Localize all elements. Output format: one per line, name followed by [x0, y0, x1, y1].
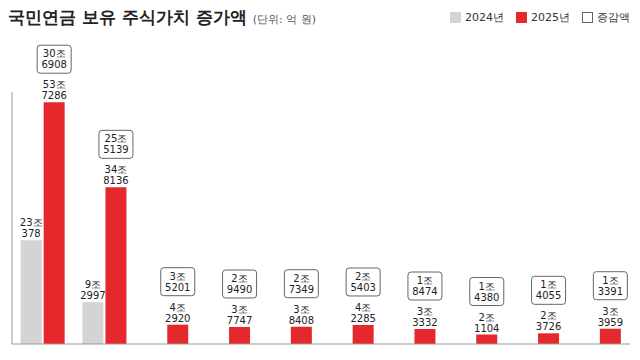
svg-text:5403: 5403 [350, 282, 375, 293]
svg-text:7747: 7747 [227, 315, 252, 326]
svg-text:2285: 2285 [350, 313, 375, 324]
svg-text:1조: 1조 [602, 275, 618, 286]
svg-text:1조: 1조 [540, 279, 556, 290]
svg-text:6908: 6908 [41, 59, 66, 70]
svg-text:3조: 3조 [170, 271, 186, 282]
svg-text:3조: 3조 [602, 306, 618, 317]
svg-text:5201: 5201 [165, 282, 190, 293]
svg-text:8136: 8136 [103, 175, 128, 186]
svg-text:1조: 1조 [417, 275, 433, 286]
svg-text:2조: 2조 [231, 273, 247, 284]
svg-text:25조: 25조 [105, 133, 128, 144]
svg-text:8474: 8474 [412, 286, 437, 297]
svg-text:4055: 4055 [536, 290, 561, 301]
svg-text:3726: 3726 [536, 321, 561, 332]
svg-text:4380: 4380 [474, 292, 499, 303]
svg-text:3959: 3959 [598, 317, 623, 328]
svg-text:2조: 2조 [293, 273, 309, 284]
svg-text:2조: 2조 [355, 271, 371, 282]
html-text:2025년: 2025년 [531, 11, 570, 24]
html-text:국민연금 보유 주식가치 증가액 (단위: 억 원): 국민연금 보유 주식가치 증가액 (단위: 억 원) [8, 7, 317, 27]
svg-text:4조: 4조 [355, 302, 371, 313]
svg-text:34조: 34조 [105, 164, 128, 175]
svg-text:2997: 2997 [80, 290, 105, 301]
svg-text:3조: 3조 [231, 304, 247, 315]
svg-text:53조: 53조 [43, 79, 66, 90]
svg-text:30조: 30조 [43, 48, 66, 59]
svg-text:3조: 3조 [293, 304, 309, 315]
svg-text:1104: 1104 [474, 323, 499, 334]
svg-text:2조: 2조 [479, 312, 495, 323]
svg-text:7286: 7286 [41, 90, 66, 101]
svg-text:2920: 2920 [165, 313, 190, 324]
svg-text:7349: 7349 [289, 284, 314, 295]
svg-text:1조: 1조 [479, 281, 495, 292]
svg-text:378: 378 [22, 228, 41, 239]
svg-text:9490: 9490 [227, 284, 252, 295]
svg-text:4조: 4조 [170, 302, 186, 313]
svg-text:3332: 3332 [412, 317, 437, 328]
svg-text:2조: 2조 [540, 310, 556, 321]
svg-text:3391: 3391 [598, 286, 623, 297]
svg-text:8408: 8408 [289, 315, 314, 326]
svg-text:9조: 9조 [85, 279, 101, 290]
html-text:증감액: 증감액 [597, 11, 630, 24]
svg-text:5139: 5139 [103, 144, 128, 155]
svg-text:3조: 3조 [417, 306, 433, 317]
html-text:2024년: 2024년 [465, 11, 504, 24]
svg-text:23조: 23조 [20, 217, 43, 228]
